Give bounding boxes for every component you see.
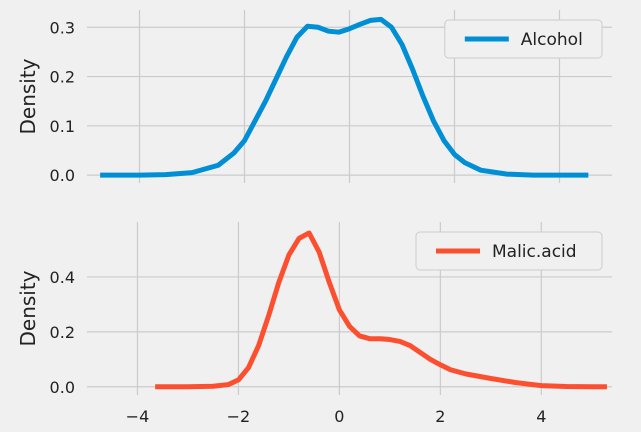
y-tick-label: 0.2 (50, 68, 75, 87)
legend-box (415, 231, 603, 271)
y-axis-label: Density (16, 58, 40, 134)
legend-label: Malic.acid (492, 242, 577, 262)
x-tick-label: −4 (126, 407, 150, 426)
series-line-malic-acid (155, 230, 607, 390)
subplot-2: 0.0 0.2 0.4 −4 −2 0 2 4 Density Malic.acid (16, 222, 612, 426)
legend-box (444, 19, 603, 59)
y-tick-label: 0.3 (50, 18, 75, 37)
y-tick-label: 0.4 (50, 268, 75, 287)
y-axis-label: Density (16, 270, 40, 346)
legend-label: Alcohol (521, 30, 583, 50)
x-tick-label: 0 (334, 407, 344, 426)
x-tick-label: 2 (435, 407, 445, 426)
x-tick-label: 4 (536, 407, 546, 426)
y-tick-label: 0.0 (50, 378, 75, 397)
subplot-1: 0.0 0.1 0.2 0.3 Density Alcohol (16, 10, 612, 185)
legend: Malic.acid (415, 231, 603, 271)
y-tick-label: 0.2 (50, 323, 75, 342)
x-tick-label: −2 (227, 407, 251, 426)
y-tick-label: 0.1 (50, 117, 75, 136)
legend: Alcohol (444, 19, 603, 59)
y-tick-label: 0.0 (50, 166, 75, 185)
series-line-alcohol (100, 16, 589, 178)
